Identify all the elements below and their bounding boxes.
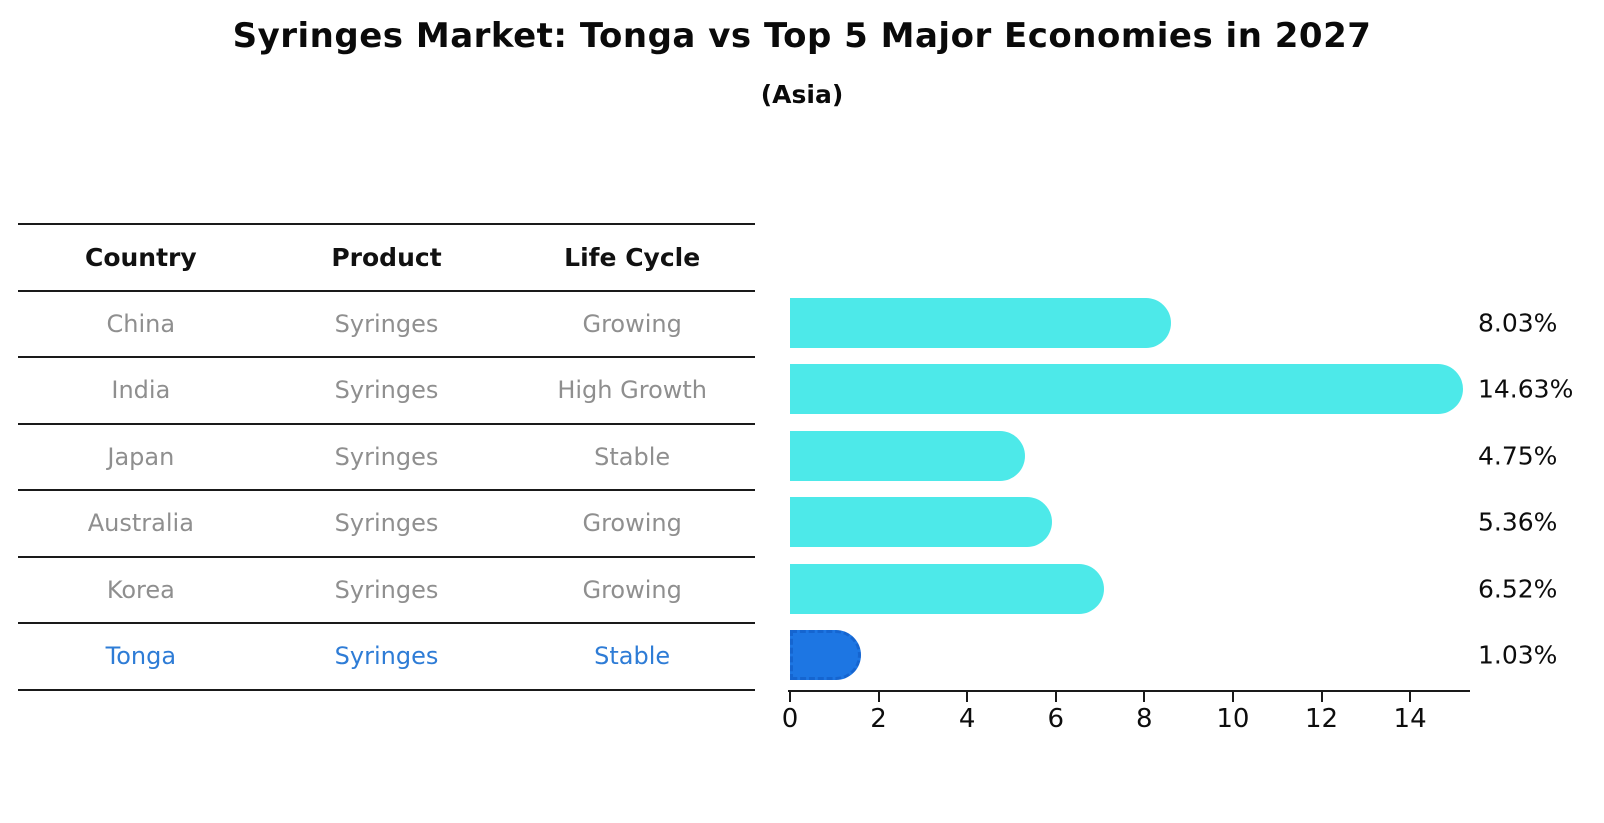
x-axis-tick-label: 14 — [1393, 704, 1427, 734]
bar-value-label: 1.03% — [1478, 640, 1558, 670]
bar-tonga-highlighted — [790, 630, 861, 681]
cell-product: Syringes — [334, 575, 439, 604]
cell-life-cycle: Growing — [582, 575, 682, 604]
cell-product: Syringes — [334, 309, 439, 338]
bar-value-label: 5.36% — [1478, 507, 1558, 537]
x-axis-tick — [966, 692, 969, 702]
country-table: Country Product Life Cycle China Syringe… — [18, 223, 755, 691]
cell-life-cycle: Growing — [582, 509, 682, 538]
bar-value-label: 6.52% — [1478, 574, 1558, 604]
table-row-highlighted: Tonga Syringes Stable — [18, 624, 755, 691]
cell-country: Korea — [106, 575, 175, 604]
cell-life-cycle: High Growth — [557, 376, 708, 405]
x-axis-tick-label: 0 — [781, 704, 799, 734]
table-header-row: Country Product Life Cycle — [18, 225, 755, 292]
cell-life-cycle: Stable — [594, 642, 671, 671]
cell-product: Syringes — [334, 509, 439, 538]
cell-life-cycle: Growing — [582, 309, 682, 338]
chart-title: Syringes Market: Tonga vs Top 5 Major Ec… — [232, 16, 1372, 56]
bar-india — [790, 364, 1463, 415]
x-axis-tick-label: 12 — [1304, 704, 1339, 734]
bar-japan — [790, 430, 1026, 481]
cell-country: India — [111, 376, 171, 405]
cell-country: China — [106, 309, 176, 338]
table-row: Korea Syringes Growing — [18, 558, 755, 624]
table-row: Australia Syringes Growing — [18, 491, 755, 558]
bar-australia — [790, 497, 1053, 548]
cell-country: Japan — [107, 442, 175, 471]
x-axis-tick — [789, 692, 791, 702]
x-axis-tick — [877, 692, 880, 702]
cell-country: Australia — [87, 509, 194, 538]
table-row: China Syringes Growing — [18, 292, 755, 358]
table-row: India Syringes High Growth — [18, 358, 755, 425]
x-axis-tick — [1054, 692, 1057, 702]
x-axis-tick-label: 6 — [1047, 704, 1065, 734]
bar-value-label: 14.63% — [1478, 374, 1574, 404]
bar-value-label: 4.75% — [1478, 441, 1558, 471]
column-header-life-cycle: Life Cycle — [564, 242, 701, 272]
cell-product: Syringes — [334, 442, 439, 471]
bar-value-label: 8.03% — [1478, 308, 1558, 338]
x-axis-tick — [1320, 692, 1323, 702]
x-axis-tick — [1231, 692, 1234, 702]
column-header-product: Product — [331, 242, 442, 272]
x-axis-tick-label: 4 — [958, 704, 976, 734]
chart-subtitle: (Asia) — [760, 80, 844, 109]
cell-country: Tonga — [105, 642, 177, 671]
bar-china — [790, 297, 1171, 348]
x-axis-tick — [1143, 692, 1146, 702]
cell-life-cycle: Stable — [594, 442, 671, 471]
bar-korea — [790, 563, 1104, 614]
x-axis-line — [788, 690, 1470, 692]
cell-product: Syringes — [334, 376, 439, 405]
x-axis-tick-label: 10 — [1216, 704, 1250, 734]
table-row: Japan Syringes Stable — [18, 425, 755, 491]
x-axis-tick — [1409, 692, 1412, 702]
x-axis-tick-label: 8 — [1136, 704, 1153, 734]
x-axis-tick-label: 2 — [870, 704, 887, 734]
cell-product: Syringes — [334, 642, 439, 671]
column-header-country: Country — [84, 242, 197, 272]
